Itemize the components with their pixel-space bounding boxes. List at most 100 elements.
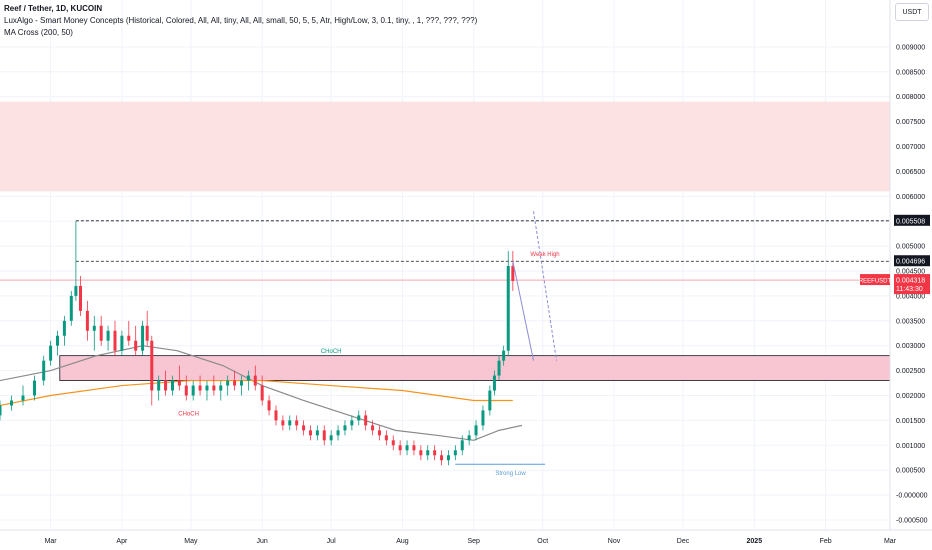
tag-current-sym: REEFUSDT	[859, 279, 892, 285]
time-tick-10: 2025	[747, 538, 763, 545]
candle-body-65	[453, 450, 457, 456]
candle-body-22	[157, 380, 161, 391]
price-tick-12: 0.003000	[896, 343, 925, 350]
candle-body-31	[219, 385, 223, 391]
price-tick-17: 0.000500	[896, 468, 925, 475]
candle-body-12	[92, 325, 96, 331]
candle-body-38	[267, 400, 271, 411]
candle-body-52	[364, 415, 368, 426]
candle-body-29	[205, 385, 209, 391]
candle-body-45	[315, 430, 319, 436]
candle-body-21	[150, 340, 154, 391]
candle-body-28	[198, 385, 202, 391]
candle-body-33	[233, 380, 237, 386]
candle-body-6	[55, 335, 59, 346]
candle-body-46	[322, 430, 326, 441]
time-tick-9: Dec	[677, 538, 690, 545]
candle-body-60	[419, 450, 423, 456]
candle-body-57	[398, 445, 402, 451]
price-tick-0: 0.009000	[896, 44, 925, 51]
candle-body-42	[295, 420, 299, 426]
candle-body-27	[191, 385, 195, 396]
tag-0055-bg	[894, 214, 930, 226]
price-tick-4: 0.007000	[896, 144, 925, 151]
weak-high-label: Weak High	[530, 252, 559, 258]
price-tick-10: 0.004000	[896, 293, 925, 300]
price-tick-9: 0.004500	[896, 269, 925, 276]
candle-body-3	[32, 380, 36, 396]
candle-body-35	[246, 375, 250, 381]
candle-body-40	[281, 420, 285, 426]
candle-body-9	[74, 285, 78, 296]
candle-body-49	[343, 425, 347, 431]
candle-body-41	[288, 420, 292, 426]
indicator-smc[interactable]: LuxAlgo - Smart Money Concepts (Historic…	[4, 16, 478, 25]
candle-body-66	[460, 440, 464, 451]
candle-body-11	[85, 310, 89, 331]
time-tick-6: Sep	[468, 538, 481, 545]
strong-low-label: Strong Low	[495, 471, 526, 477]
candle-body-51	[357, 415, 361, 421]
price-tick-8: 0.005000	[896, 244, 925, 251]
price-tick-16: 0.001000	[896, 443, 925, 450]
candle-body-59	[412, 445, 416, 451]
candle-body-16	[120, 335, 124, 351]
tag-current-sym-bg	[860, 274, 890, 286]
tag-current-label: 0.004318	[896, 278, 925, 285]
candle-body-7	[62, 320, 66, 336]
price-tick-5: 0.006500	[896, 169, 925, 176]
price-tick-2: 0.008000	[896, 94, 925, 101]
candle-body-25	[177, 380, 181, 386]
chart-legend: Reef / Tether, 1D, KUCOIN LuxAlgo - Smar…	[4, 3, 477, 39]
tag-0047-label: 0.004696	[896, 259, 925, 266]
projection-line-0	[512, 260, 535, 361]
candle-body-43	[302, 425, 306, 431]
candle-body-75	[511, 266, 515, 281]
candle-body-34	[239, 380, 243, 386]
candle-body-70	[488, 390, 492, 411]
price-tick-1: 0.008500	[896, 69, 925, 76]
candle-body-36	[253, 375, 257, 386]
candle-body-18	[134, 340, 138, 351]
time-tick-12: Mar	[884, 538, 897, 545]
symbol-title[interactable]: Reef / Tether, 1D, KUCOIN	[4, 4, 103, 13]
candle-body-39	[274, 410, 278, 421]
price-tick-3: 0.007500	[896, 119, 925, 126]
time-tick-5: Aug	[396, 538, 409, 545]
candle-body-62	[433, 450, 437, 456]
choch-red-label: CHoCH	[178, 411, 199, 417]
candle-body-74	[506, 266, 510, 351]
time-axis-bg	[0, 530, 932, 550]
candle-body-37	[260, 385, 264, 401]
candle-body-5	[49, 345, 53, 361]
candle-body-19	[141, 325, 145, 351]
candle-body-4	[42, 360, 46, 381]
candle-body-47	[329, 435, 333, 441]
candle-body-10	[78, 285, 82, 311]
currency-button[interactable]: USDT	[895, 3, 929, 21]
tag-0055-label: 0.005508	[896, 218, 925, 225]
price-tick-11: 0.003500	[896, 318, 925, 325]
candle-body-20	[145, 325, 149, 341]
price-tick-6: 0.006000	[896, 194, 925, 201]
candle-body-50	[350, 420, 354, 426]
candle-body-68	[474, 425, 478, 436]
candle-body-56	[391, 440, 395, 446]
price-tick-18: -0.000000	[896, 493, 928, 500]
time-tick-1: Apr	[116, 538, 128, 545]
choch-main-label: CHoCH	[321, 349, 342, 355]
candle-body-72	[497, 360, 501, 376]
candle-body-2	[21, 395, 25, 401]
candle-body-55	[384, 435, 388, 441]
candle-body-14	[106, 330, 110, 341]
candle-body-23	[164, 380, 168, 391]
indicator-ma-cross[interactable]: MA Cross (200, 50)	[4, 28, 73, 37]
time-tick-4: Jul	[327, 538, 336, 545]
candle-body-44	[308, 430, 312, 436]
time-tick-3: Jun	[257, 538, 268, 545]
candle-body-67	[467, 435, 471, 441]
premium-zone	[0, 101, 890, 192]
candle-body-13	[99, 325, 103, 341]
candle-body-63	[440, 455, 444, 461]
